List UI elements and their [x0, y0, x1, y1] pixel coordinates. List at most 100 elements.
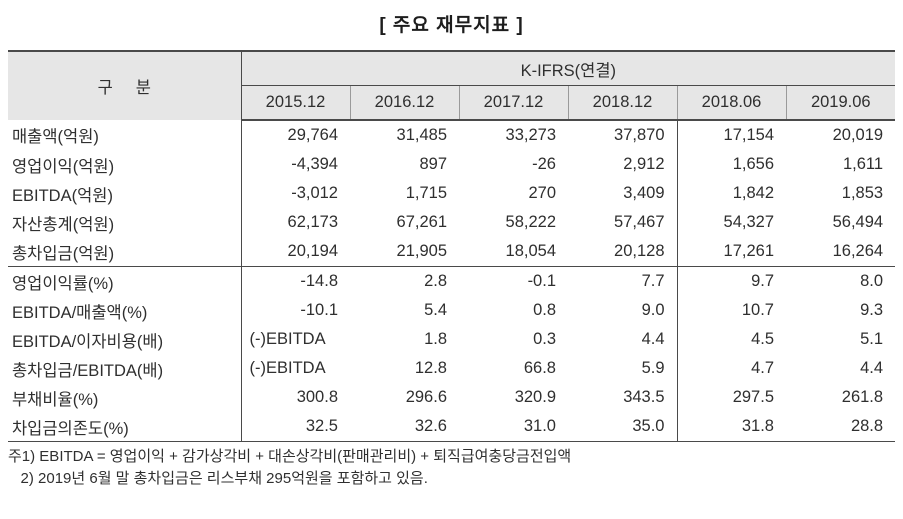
value-cell: 31.8	[676, 412, 786, 442]
value-cell: 62,173	[287, 213, 338, 231]
value-cell: 5.1	[860, 330, 884, 348]
value-cell: 31.0	[523, 417, 556, 435]
table-row: 자산총계(억원) 62,173 67,261 58,222 57,467 54,327 56…	[8, 208, 895, 237]
value-cell: 5.4	[424, 301, 447, 319]
value-cell: 297.5	[676, 383, 786, 412]
value-cell: -4,394	[291, 155, 338, 173]
table-row: 영업이익(억원) -4,394 897 -26 2,912 1,656 1,611	[8, 150, 895, 179]
value-cell: 1,842	[676, 179, 786, 208]
value-cell: 7.7	[641, 272, 665, 290]
column-header-2017.12: 2017.12	[458, 85, 568, 121]
value-cell: 12.8	[414, 359, 447, 377]
table-row: 매출액(억원) 29,764 31,485 33,273 37,870 17,154 20,…	[8, 120, 895, 150]
financial-indicators-table: 구 분 K-IFRS(연결) 2015.12 2016.12 2017.12 2018…	[8, 50, 896, 442]
value-cell: 58,222	[505, 213, 556, 231]
value-cell: 20,194	[241, 237, 350, 267]
value-cell: 3,409	[623, 184, 665, 202]
column-header-2019.06: 2019.06	[785, 85, 896, 121]
value-cell: 16,264	[786, 237, 896, 267]
value-cell: 10.7	[676, 296, 786, 325]
value-cell: 35.0	[632, 417, 665, 435]
value-cell: 2.8	[424, 272, 447, 290]
row-label: 자산총계(억원)	[8, 208, 242, 237]
value-cell: 67,261	[396, 213, 447, 231]
header-category: 구 분	[8, 51, 242, 120]
value-cell: 1.8	[424, 330, 447, 348]
footnote-2: 2) 2019년 6월 말 총차입금은 리스부채 295억원을 포함하고 있음.	[8, 469, 428, 487]
row-label: 차입금의존도(%)	[8, 412, 242, 442]
value-cell: 54,327	[676, 208, 786, 237]
row-label: EBITDA/매출액(%)	[8, 296, 242, 325]
report-page: [ 주요 재무지표 ] 구 분 K-IFRS(연결) 2015.12 2016.1…	[8, 15, 896, 490]
value-cell: 4.7	[676, 354, 786, 383]
value-cell: 1,715	[405, 184, 447, 202]
value-cell: 1,656	[676, 150, 786, 179]
page-title: [ 주요 재무지표 ]	[379, 15, 524, 36]
row-label: 총차입금/EBITDA(배)	[8, 354, 242, 383]
value-cell: 32.6	[414, 417, 447, 435]
value-cell: 33,273	[505, 126, 556, 144]
value-cell: (-)EBITDA	[249, 359, 326, 377]
value-cell: 4.4	[860, 359, 884, 377]
table-row: 총차입금/EBITDA(배) (-)EBITDA 12.8 66.8 5.9 4.7 4.4	[8, 354, 895, 383]
table-row: 영업이익률(%) -14.8 2.8 -0.1 7.7 9.7 8.0	[8, 266, 895, 296]
table-body: 매출액(억원) 29,764 31,485 33,273 37,870 17,154 20,…	[8, 120, 896, 442]
footnotes: 주1) EBITDA = 영업이익 + 감가상각비 + 대손상각비(판매관리비)…	[8, 446, 895, 490]
value-cell: 296.6	[405, 388, 447, 406]
value-cell: 9.0	[641, 301, 665, 319]
column-header-2018.12: 2018.12	[567, 85, 677, 121]
footnote-1: 주1) EBITDA = 영업이익 + 감가상각비 + 대손상각비(판매관리비)…	[8, 448, 572, 465]
value-cell: -0.1	[527, 272, 556, 290]
column-header-2018.06: 2018.06	[676, 85, 786, 121]
row-label: 매출액(억원)	[8, 120, 242, 150]
value-cell: -3,012	[291, 184, 338, 202]
value-cell: 8.0	[860, 272, 884, 290]
value-cell: -14.8	[300, 272, 338, 290]
table-header: 구 분 K-IFRS(연결) 2015.12 2016.12 2017.12 2018…	[8, 51, 896, 121]
value-cell: 5.9	[641, 359, 665, 377]
column-header-2016.12: 2016.12	[349, 85, 459, 121]
row-label: 총차입금(억원)	[8, 237, 242, 267]
value-cell: 29,764	[287, 126, 338, 144]
table-row: EBITDA(억원) -3,012 1,715 270 3,409 1,842 1,853	[8, 179, 895, 208]
value-cell: 20,019	[832, 126, 884, 144]
value-cell: 9.3	[860, 301, 884, 319]
value-cell: 17,261	[676, 237, 786, 267]
value-cell: 37,870	[614, 126, 665, 144]
value-cell: 21,905	[350, 237, 459, 267]
value-cell: 28.8	[850, 417, 884, 435]
row-label: EBITDA(억원)	[8, 179, 242, 208]
value-cell: 18,054	[459, 237, 568, 267]
header-group-row: 구 분 K-IFRS(연결)	[8, 51, 896, 120]
value-cell: 300.8	[296, 388, 338, 406]
row-label: 영업이익률(%)	[8, 266, 242, 296]
header-kifrs-consolidated: K-IFRS(연결)	[241, 51, 896, 86]
value-cell: 9.7	[676, 266, 786, 296]
value-cell: 57,467	[614, 213, 665, 231]
value-cell: 4.5	[676, 325, 786, 354]
value-cell: 0.3	[533, 330, 556, 348]
value-cell: 320.9	[514, 388, 556, 406]
value-cell: -26	[532, 155, 556, 173]
value-cell: 17,154	[676, 120, 786, 150]
value-cell: 4.4	[641, 330, 665, 348]
row-label: 영업이익(억원)	[8, 150, 242, 179]
table-row: 총차입금(억원) 20,194 21,905 18,054 20,128 17,261 16…	[8, 237, 896, 267]
value-cell: 2,912	[623, 155, 665, 173]
header-dates-row: 2015.12 2016.12 2017.12 2018.12 2018.06 2019.…	[8, 85, 896, 121]
row-label: EBITDA/이자비용(배)	[8, 325, 242, 354]
value-cell: 1,853	[841, 184, 884, 202]
value-cell: 261.8	[841, 388, 884, 406]
value-cell: 270	[528, 184, 556, 202]
row-label: 부채비율(%)	[8, 383, 242, 412]
value-cell: -10.1	[300, 301, 338, 319]
value-cell: 1,611	[842, 155, 884, 173]
value-cell: 66.8	[523, 359, 556, 377]
table-row: EBITDA/이자비용(배) (-)EBITDA 1.8 0.3 4.4 4.5 5.1	[8, 325, 895, 354]
value-cell: 343.5	[623, 388, 665, 406]
value-cell: 56,494	[832, 213, 884, 231]
value-cell: 32.5	[305, 417, 338, 435]
value-cell: 20,128	[568, 237, 677, 267]
value-cell: 897	[419, 155, 447, 173]
value-cell: 31,485	[396, 126, 447, 144]
